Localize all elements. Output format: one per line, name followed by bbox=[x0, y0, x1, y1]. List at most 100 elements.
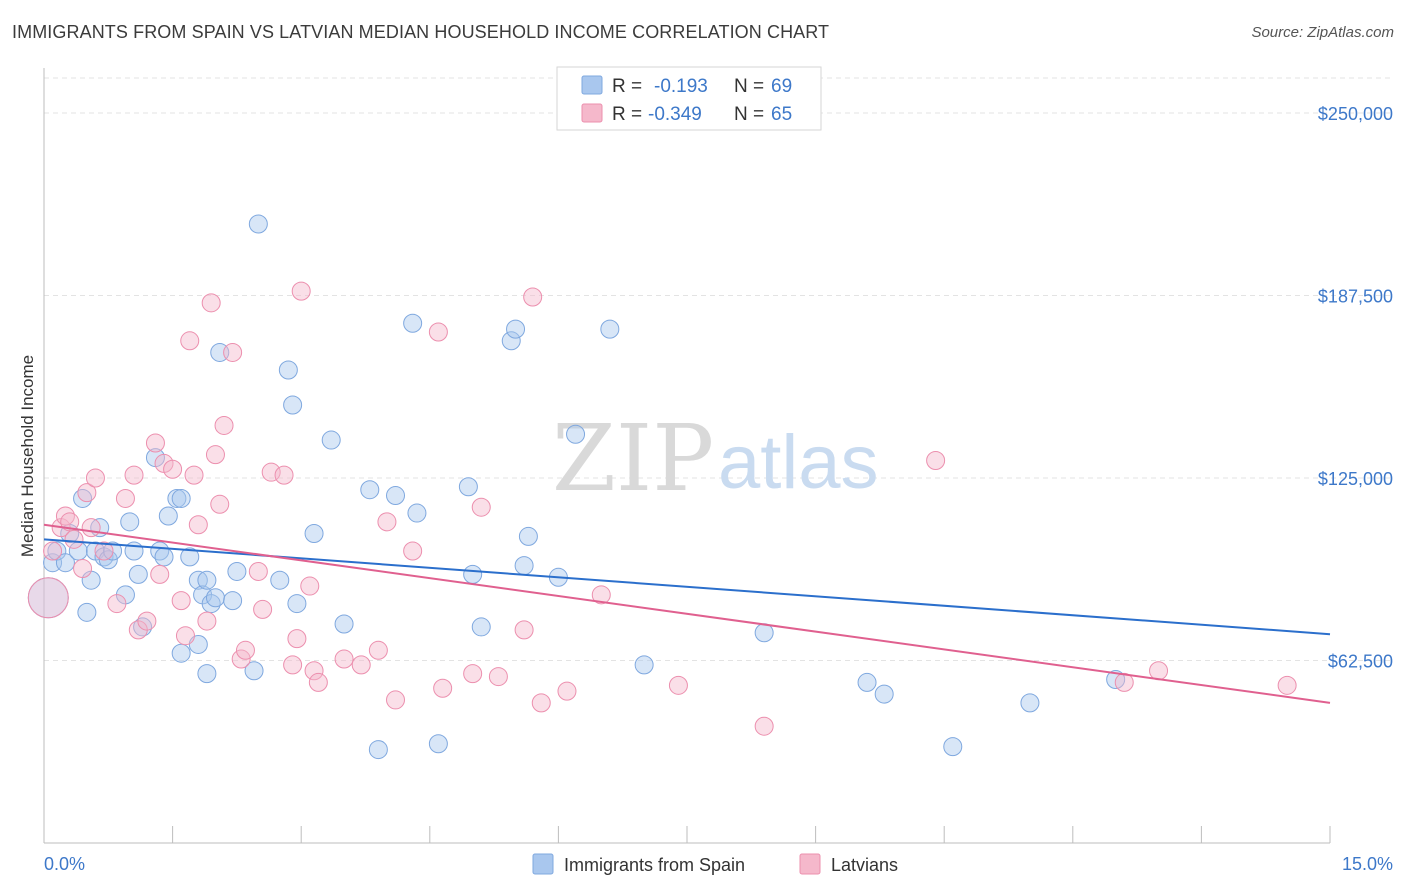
data-point bbox=[94, 541, 114, 561]
data-point bbox=[471, 497, 491, 517]
grid-lines bbox=[44, 77, 1394, 662]
data-point bbox=[514, 556, 534, 576]
data-point bbox=[1149, 661, 1169, 681]
source-label: Source: ZipAtlas.com bbox=[1251, 24, 1394, 41]
data-point bbox=[360, 480, 380, 500]
data-point bbox=[634, 655, 654, 675]
data-point bbox=[150, 564, 170, 584]
data-point bbox=[287, 594, 307, 614]
watermark-atlas: atlas bbox=[718, 420, 879, 505]
data-point bbox=[137, 611, 157, 631]
data-point bbox=[377, 512, 397, 532]
data-point bbox=[107, 594, 127, 614]
data-point bbox=[283, 655, 303, 675]
data-point bbox=[171, 643, 191, 663]
series-legend-swatch-latvians bbox=[799, 853, 821, 875]
legend-n-label-latvians: N = bbox=[734, 104, 764, 125]
data-point bbox=[60, 512, 80, 532]
data-point bbox=[197, 611, 217, 631]
data-point bbox=[334, 614, 354, 634]
data-point bbox=[754, 623, 774, 643]
data-point bbox=[531, 693, 551, 713]
data-point bbox=[351, 655, 371, 675]
data-point bbox=[180, 331, 200, 351]
watermark: ZIP atlas bbox=[552, 405, 879, 512]
data-point bbox=[253, 599, 273, 619]
data-point bbox=[73, 559, 93, 579]
data-point bbox=[175, 626, 195, 646]
legend-r-label-spain: R = bbox=[612, 76, 642, 97]
data-point bbox=[304, 661, 324, 681]
data-point bbox=[201, 293, 221, 313]
data-point bbox=[85, 468, 105, 488]
trend-lines bbox=[43, 523, 1331, 704]
legend-swatch-spain bbox=[581, 75, 603, 95]
data-point bbox=[274, 465, 294, 485]
data-point bbox=[386, 486, 406, 506]
data-point bbox=[278, 360, 298, 380]
data-point bbox=[205, 445, 225, 465]
data-point bbox=[463, 664, 483, 684]
data-point bbox=[128, 564, 148, 584]
data-point bbox=[55, 553, 75, 573]
stats-legend: R = -0.193 N = 69 R = -0.349 N = 65 bbox=[556, 66, 822, 131]
data-point bbox=[180, 547, 200, 567]
data-point bbox=[197, 664, 217, 684]
data-point bbox=[171, 488, 191, 508]
data-point bbox=[27, 577, 69, 619]
data-point bbox=[115, 488, 135, 508]
data-point bbox=[433, 678, 453, 698]
data-point bbox=[857, 672, 877, 692]
legend-n-label-spain: N = bbox=[734, 76, 764, 97]
tick-labels: $62,500 $125,000 $187,500 $250,000 0.0% 15.0% bbox=[44, 104, 1393, 874]
x-tick-label-max: 15.0% bbox=[1342, 854, 1393, 874]
data-point bbox=[488, 667, 508, 687]
data-point bbox=[163, 459, 183, 479]
data-point bbox=[403, 541, 423, 561]
data-point bbox=[120, 512, 140, 532]
data-point bbox=[167, 488, 187, 508]
series-legend-label-latvians: Latvians bbox=[831, 855, 898, 875]
data-point bbox=[270, 570, 290, 590]
chart-title: IMMIGRANTS FROM SPAIN VS LATVIAN MEDIAN … bbox=[12, 22, 830, 42]
series-legend-swatch-spain bbox=[532, 853, 554, 875]
data-point bbox=[145, 433, 165, 453]
y-tick-label: $62,500 bbox=[1328, 652, 1393, 672]
data-point bbox=[188, 515, 208, 535]
data-point bbox=[523, 287, 543, 307]
y-axis-label: Median Household Income bbox=[18, 355, 37, 557]
data-point bbox=[386, 690, 406, 710]
series-latvians bbox=[27, 281, 1297, 736]
data-point bbox=[566, 424, 586, 444]
series-legend-label-spain: Immigrants from Spain bbox=[564, 855, 745, 875]
data-point bbox=[463, 564, 483, 584]
data-point bbox=[514, 620, 534, 640]
y-tick-label: $187,500 bbox=[1318, 287, 1393, 307]
data-point bbox=[368, 640, 388, 660]
data-point bbox=[205, 588, 225, 608]
data-point bbox=[197, 570, 217, 590]
data-point bbox=[248, 561, 268, 581]
data-point bbox=[874, 684, 894, 704]
data-point bbox=[124, 465, 144, 485]
data-point bbox=[501, 331, 521, 351]
data-point bbox=[518, 526, 538, 546]
data-point bbox=[291, 281, 311, 301]
data-point bbox=[471, 617, 491, 637]
data-point bbox=[591, 585, 611, 605]
data-point bbox=[77, 602, 97, 622]
data-point bbox=[43, 541, 63, 561]
data-point bbox=[600, 319, 620, 339]
data-point bbox=[1020, 693, 1040, 713]
data-point bbox=[214, 415, 234, 435]
data-point bbox=[223, 591, 243, 611]
trend-line-latvians bbox=[43, 523, 1331, 704]
data-point bbox=[754, 716, 774, 736]
data-point bbox=[1277, 675, 1297, 695]
data-point bbox=[428, 322, 448, 342]
data-point bbox=[506, 319, 526, 339]
series-legend: Immigrants from Spain Latvians bbox=[532, 853, 898, 875]
data-point bbox=[223, 342, 243, 362]
legend-r-value-latvians: -0.349 bbox=[648, 104, 702, 125]
y-tick-label: $125,000 bbox=[1318, 469, 1393, 489]
